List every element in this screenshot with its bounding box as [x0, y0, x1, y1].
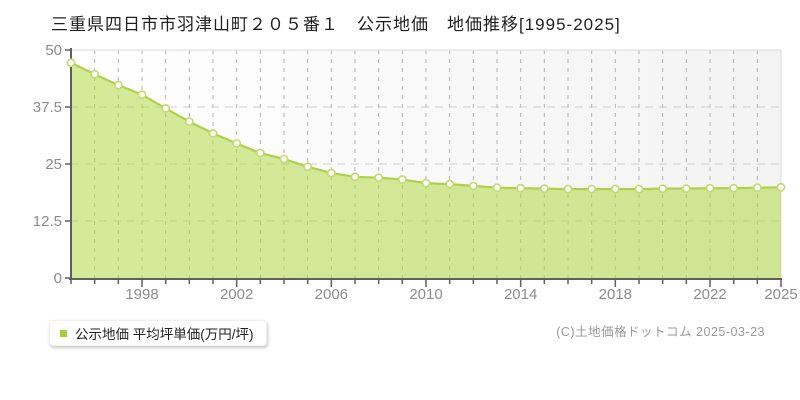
y-tick-label: 37.5: [33, 99, 62, 116]
data-point-marker: [90, 69, 100, 79]
data-point-marker: [232, 139, 242, 148]
data-point-marker: [776, 182, 786, 192]
data-point-marker: [587, 184, 597, 194]
y-tick-label: 12.5: [33, 213, 62, 230]
data-point-marker: [374, 173, 384, 183]
x-tick-label: 2006: [315, 286, 348, 303]
x-tick-label: 1998: [125, 286, 158, 303]
data-point-marker: [113, 80, 123, 90]
x-tick-label: 2018: [599, 286, 632, 303]
y-tick-label: 25: [45, 156, 62, 173]
data-point-marker: [492, 183, 502, 193]
y-tick-label: 50: [45, 42, 62, 59]
data-point-marker: [468, 181, 478, 191]
data-point-marker: [634, 184, 644, 194]
area-fill: [71, 62, 781, 278]
x-tick-label: 2025: [764, 286, 797, 303]
data-point-marker: [350, 172, 360, 182]
data-point-marker: [705, 183, 715, 193]
data-point-marker: [563, 184, 573, 194]
x-tick-label: 2014: [504, 286, 537, 303]
data-point-marker: [516, 183, 526, 193]
x-tick-label: 2002: [220, 286, 253, 303]
data-point-marker: [397, 175, 407, 184]
data-point-marker: [303, 162, 313, 172]
data-point-marker: [279, 154, 289, 164]
data-point-marker: [658, 184, 668, 194]
data-point-marker: [752, 183, 762, 193]
x-tick-label: 2022: [693, 286, 726, 303]
legend-label: 公示地価 平均坪単価(万円/坪): [75, 327, 254, 342]
legend: 公示地価 平均坪単価(万円/坪): [49, 320, 267, 346]
data-point-marker: [255, 148, 265, 158]
data-point-marker: [610, 184, 620, 194]
data-point-marker: [729, 183, 739, 193]
data-point-marker: [445, 179, 455, 189]
copyright-notice: (C)土地価格ドットコム 2025-03-23: [556, 325, 765, 339]
x-tick-label: 2010: [409, 286, 442, 303]
data-point-marker: [161, 103, 171, 113]
price-trend-chart: 0 12.5 25 37.5 50 1998 2002 2006 2010 2014 2018 202…: [33, 42, 798, 303]
data-point-marker: [137, 90, 147, 100]
data-point-marker: [681, 184, 691, 194]
legend-marker-icon: [60, 329, 67, 337]
data-point-marker: [208, 129, 218, 138]
y-tick-label: 0: [54, 270, 62, 287]
data-point-marker: [421, 178, 431, 188]
data-point-marker: [326, 168, 336, 178]
data-point-marker: [184, 117, 194, 126]
data-point-marker: [66, 58, 76, 68]
chart-title: 三重県四日市市羽津山町２０５番１ 公示地価 地価推移[1995-2025]: [51, 15, 621, 34]
data-point-marker: [539, 184, 549, 194]
